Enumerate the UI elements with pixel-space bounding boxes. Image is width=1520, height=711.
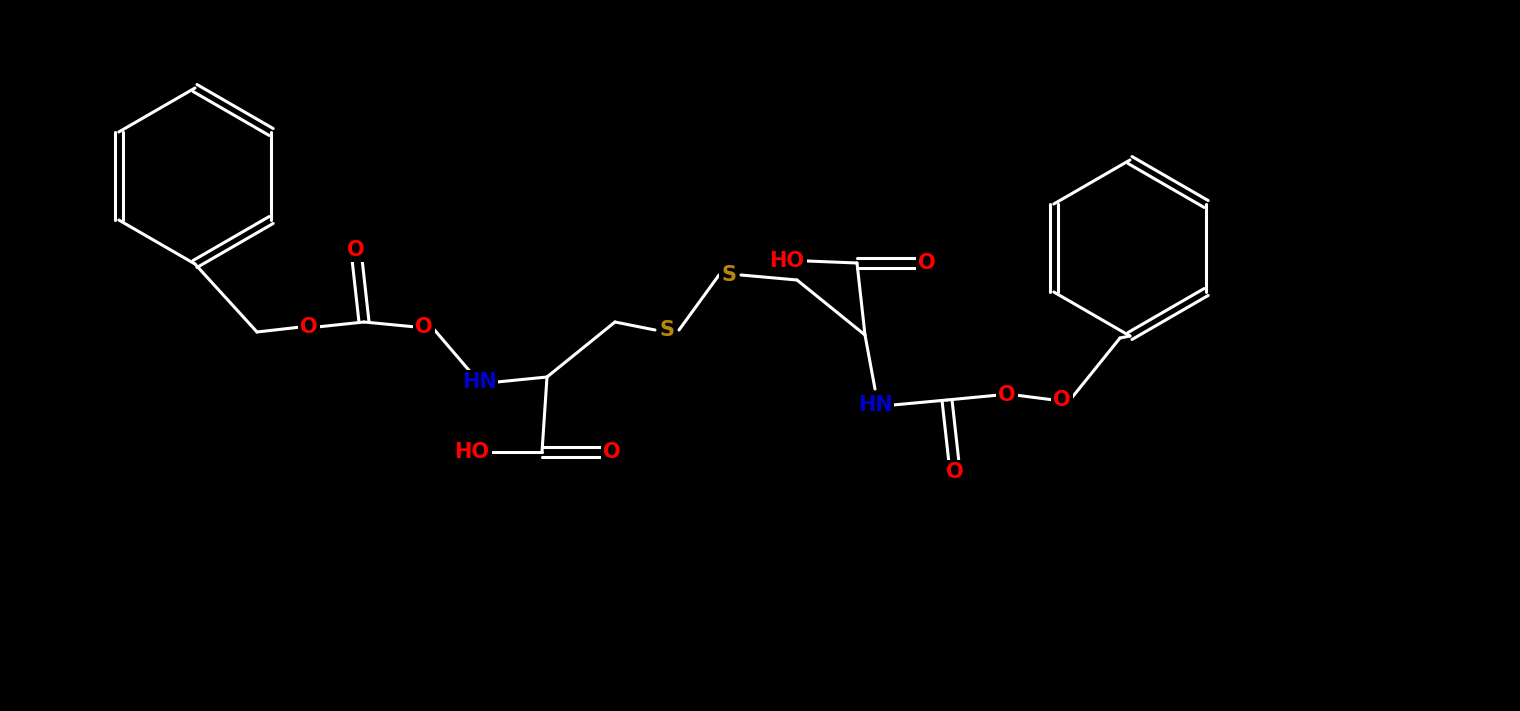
Text: O: O [347,240,365,260]
Text: S: S [722,265,737,285]
Text: O: O [1053,390,1070,410]
Text: O: O [999,385,1015,405]
Text: O: O [299,317,318,337]
Text: HN: HN [857,395,892,415]
Text: O: O [918,253,936,273]
Text: O: O [415,317,433,337]
Text: S: S [660,320,675,340]
Text: O: O [945,462,964,482]
Text: HN: HN [462,372,497,392]
Text: HO: HO [769,251,804,271]
Text: O: O [603,442,620,462]
Text: HO: HO [454,442,489,462]
